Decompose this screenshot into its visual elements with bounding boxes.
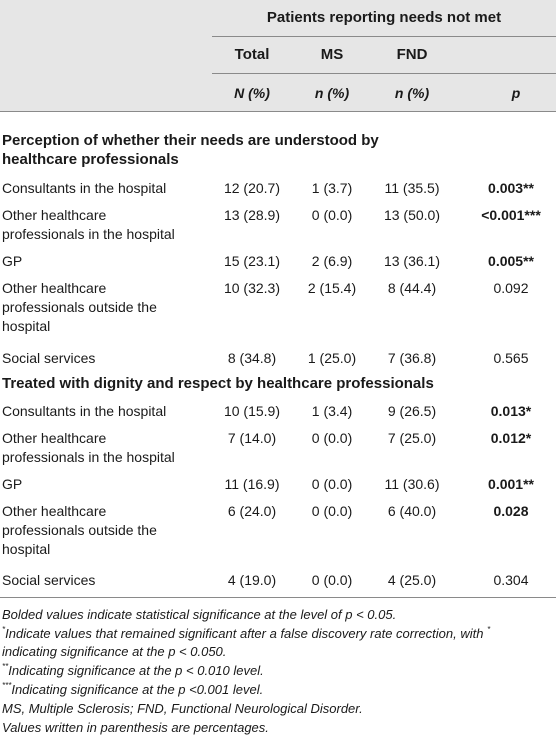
cell-ms: 1 (25.0) xyxy=(307,350,357,366)
sub-header-ms: n (%) xyxy=(314,85,350,101)
row-label: Consultants in the hospital xyxy=(2,403,167,419)
cell-p: 0.003** xyxy=(488,180,534,196)
sub-header-fnd: n (%) xyxy=(394,85,430,101)
cell-total: 8 (34.8) xyxy=(227,350,277,366)
cell-total: 10 (32.3) xyxy=(223,280,281,296)
cell-fnd: 13 (36.1) xyxy=(383,253,441,269)
row-label: Other healthcare xyxy=(2,430,107,446)
cell-ms: 1 (3.4) xyxy=(311,403,353,419)
col-header-fnd: FND xyxy=(396,46,428,63)
cell-fnd: 4 (25.0) xyxy=(387,572,437,588)
cell-fnd: 7 (25.0) xyxy=(387,430,437,446)
cell-total: 4 (19.0) xyxy=(227,572,277,588)
footnote-p010: **Indicating significance at the p < 0.0… xyxy=(2,662,264,679)
cell-total: 10 (15.9) xyxy=(223,403,281,419)
cell-ms: 0 (0.0) xyxy=(311,207,353,223)
footnote-p001: ***Indicating significance at the p <0.0… xyxy=(2,681,263,698)
cell-ms: 2 (15.4) xyxy=(307,280,357,296)
cell-p: 0.565 xyxy=(493,350,529,366)
footnote-fdr-cont: indicating significance at the p < 0.050… xyxy=(2,644,227,659)
cell-p: 0.001** xyxy=(488,476,534,492)
cell-total: 7 (14.0) xyxy=(227,430,277,446)
cell-total: 6 (24.0) xyxy=(227,503,277,519)
cell-fnd: 9 (26.5) xyxy=(387,403,437,419)
cell-fnd: 6 (40.0) xyxy=(387,503,437,519)
cell-total: 12 (20.7) xyxy=(223,180,281,196)
footnote-marker: *** xyxy=(2,681,12,690)
section1-title-cont: healthcare professionals xyxy=(2,151,179,168)
cell-total: 15 (23.1) xyxy=(223,253,281,269)
row-label-cont: professionals outside the xyxy=(2,522,157,538)
row-label: Social services xyxy=(2,350,96,366)
footnote-text: Indicating significance at the p < 0.010… xyxy=(8,663,264,678)
footnote-fdr: *Indicate values that remained significa… xyxy=(2,625,490,642)
header-bottom-rule xyxy=(0,111,556,112)
footnote-percentages: Values written in parenthesis are percen… xyxy=(2,720,269,735)
row-label: GP xyxy=(2,476,23,492)
row-label-cont: professionals in the hospital xyxy=(2,226,175,242)
cell-p: 0.012* xyxy=(490,430,532,446)
cell-p: <0.001*** xyxy=(481,207,541,223)
row-label-cont: hospital xyxy=(2,318,51,334)
footnote-marker: ** xyxy=(2,662,9,671)
row-label: Other healthcare xyxy=(2,207,107,223)
cell-p: 0.028 xyxy=(493,503,529,519)
cell-ms: 1 (3.7) xyxy=(311,180,353,196)
table-bottom-rule xyxy=(0,597,556,598)
footnote-text: Indicating significance at the p <0.001 … xyxy=(11,682,264,697)
cell-total: 11 (16.9) xyxy=(224,476,280,492)
sub-header-total: N (%) xyxy=(234,85,270,101)
row-label: Consultants in the hospital xyxy=(2,180,167,196)
sub-header-p: p xyxy=(511,85,521,101)
table-header-band xyxy=(0,0,556,36)
cell-ms: 0 (0.0) xyxy=(311,430,353,446)
cell-ms: 2 (6.9) xyxy=(311,253,353,269)
row-label-cont: professionals outside the xyxy=(2,299,157,315)
footnote-text: Indicate values that remained significan… xyxy=(5,626,484,641)
cell-fnd: 8 (44.4) xyxy=(387,280,437,296)
cell-p: 0.013* xyxy=(490,403,532,419)
row-label-cont: hospital xyxy=(2,541,51,557)
cell-ms: 0 (0.0) xyxy=(311,572,353,588)
row-label-cont: professionals in the hospital xyxy=(2,449,175,465)
header-group-title: Patients reporting needs not met xyxy=(266,9,502,26)
footnote-marker: * xyxy=(2,625,6,634)
row-label: Social services xyxy=(2,572,96,588)
cell-p: 0.092 xyxy=(493,280,529,296)
header-col-rule xyxy=(212,73,556,74)
row-label: GP xyxy=(2,253,23,269)
section1-title: Perception of whether their needs are un… xyxy=(2,132,379,149)
cell-fnd: 11 (30.6) xyxy=(384,476,440,492)
cell-p: 0.304 xyxy=(493,572,529,588)
cell-p: 0.005** xyxy=(488,253,534,269)
row-label: Other healthcare xyxy=(2,503,107,519)
footnote-bold: Bolded values indicate statistical signi… xyxy=(2,607,397,622)
col-header-total: Total xyxy=(234,46,270,63)
cell-fnd: 13 (50.0) xyxy=(383,207,441,223)
col-header-ms: MS xyxy=(320,46,344,63)
footnote-marker: * xyxy=(487,625,491,634)
cell-fnd: 11 (35.5) xyxy=(384,180,440,196)
cell-ms: 0 (0.0) xyxy=(311,476,353,492)
header-group-rule xyxy=(212,36,556,37)
footnote-abbreviations: MS, Multiple Sclerosis; FND, Functional … xyxy=(2,701,363,716)
cell-ms: 0 (0.0) xyxy=(311,503,353,519)
cell-fnd: 7 (36.8) xyxy=(387,350,437,366)
section2-title: Treated with dignity and respect by heal… xyxy=(2,375,434,392)
cell-total: 13 (28.9) xyxy=(223,207,281,223)
row-label: Other healthcare xyxy=(2,280,107,296)
